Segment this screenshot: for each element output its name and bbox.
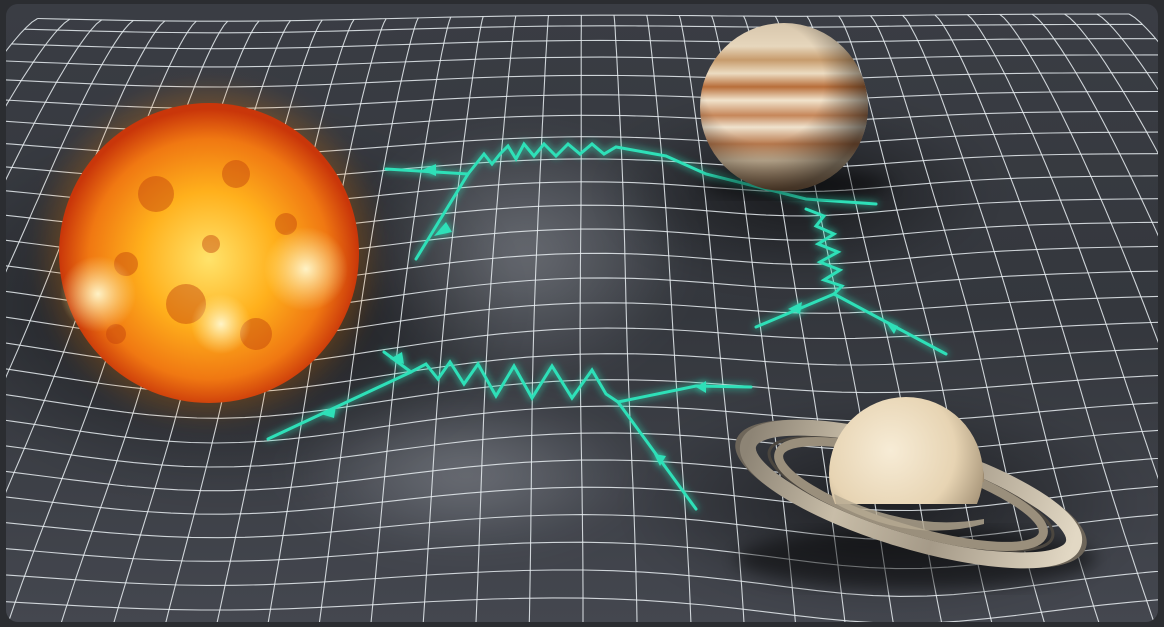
grid-line [6,597,1158,622]
grid-line [37,13,1130,22]
illustration-frame [6,4,1158,622]
grid-line [6,514,1158,541]
grid-line [6,402,1158,444]
wave-arrowheads [321,164,898,466]
grid-line [1096,13,1158,91]
wave-ray-bottom-right [616,384,753,404]
grid-line [6,20,134,273]
wave-ray-top-left [414,172,470,261]
grid-line [6,19,102,181]
wave-path-bottom [382,350,620,404]
grid-line [6,429,1158,468]
grid-line [11,38,1156,50]
wave-path-right [804,207,845,296]
jupiter [700,23,891,198]
saturn [735,397,1096,589]
wave-ray-bottom-left [266,370,413,441]
grid-line [24,23,1143,34]
grid-line [6,541,1158,570]
spacetime-illustration [6,4,1158,622]
grid-line [6,485,1158,515]
grid-line [6,374,1158,419]
wave-path-top [384,141,668,176]
grid-line [1064,13,1158,155]
grid-line [1031,13,1158,237]
sun [31,75,387,431]
grid-line [6,569,1158,597]
grid-line [6,348,1158,394]
grid-line [6,54,1158,68]
grid-line [6,457,1158,492]
grid-line [6,18,71,107]
